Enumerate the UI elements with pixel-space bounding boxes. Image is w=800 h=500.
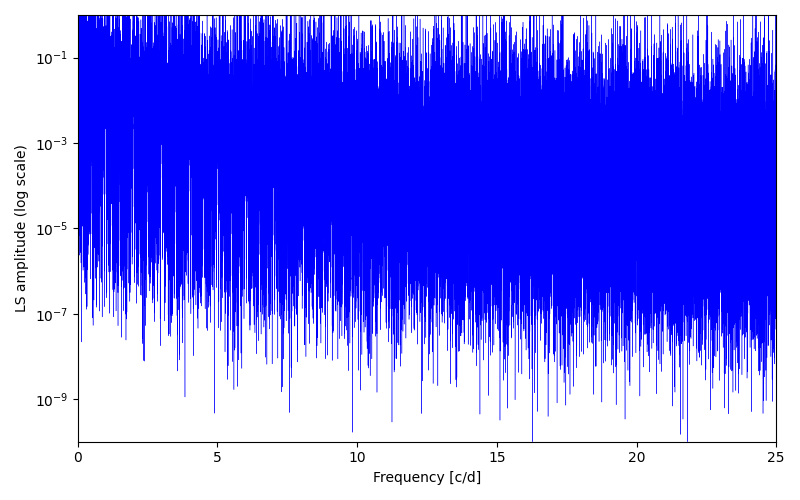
Y-axis label: LS amplitude (log scale): LS amplitude (log scale) <box>15 144 29 312</box>
X-axis label: Frequency [c/d]: Frequency [c/d] <box>373 471 481 485</box>
